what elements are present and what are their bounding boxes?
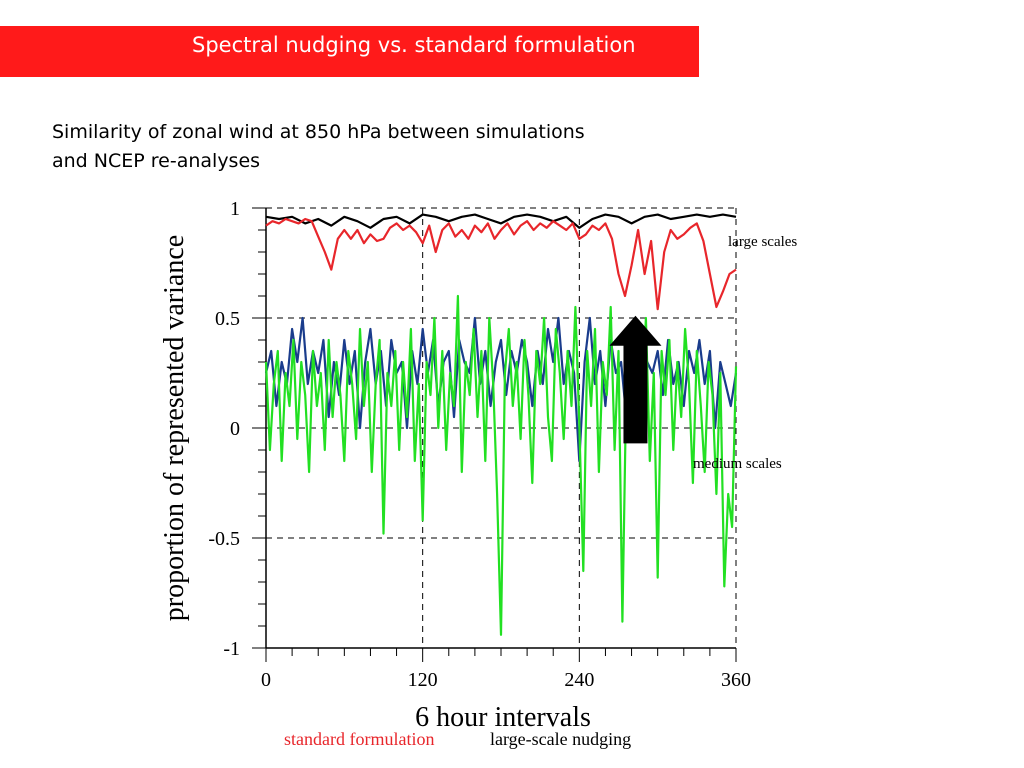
up-arrow-icon: [609, 315, 662, 444]
series-medium_nudged: [264, 316, 738, 463]
series-large_nudged: [265, 213, 737, 229]
subtitle-line-2: and NCEP re-analyses: [52, 150, 261, 172]
y-axis-label: proportion of represented variance: [159, 235, 190, 621]
y-tick-label: -0.5: [208, 528, 240, 550]
series-large_standard: [265, 217, 737, 311]
subtitle-line-1: Similarity of zonal wind at 850 hPa betw…: [52, 121, 585, 143]
legend-standard-formulation: standard formulation: [284, 729, 434, 749]
slide-title: Spectral nudging vs. standard formulatio…: [192, 33, 636, 57]
x-tick-label: 0: [261, 669, 271, 691]
y-tick-label: 1: [230, 198, 240, 220]
annotation-medium-scales: medium scales: [693, 456, 782, 472]
chart-text: 1 0.5 0 -0.5 -1 0 120 240 360 proportion of repre…: [159, 198, 797, 749]
y-tick-label: 0: [230, 418, 240, 440]
x-tick-label: 240: [564, 669, 594, 691]
y-tick-label: 0.5: [215, 308, 240, 330]
x-tick-label: 120: [408, 669, 438, 691]
y-tick-label: -1: [223, 638, 240, 660]
series-lines: [264, 213, 738, 636]
slide-subtitle: Similarity of zonal wind at 850 hPa betw…: [52, 118, 752, 176]
x-tick-label: 360: [721, 669, 751, 691]
x-axis-label: 6 hour intervals: [415, 702, 591, 733]
annotation-large-scales: large scales: [728, 234, 797, 250]
axes: [252, 207, 737, 662]
title-bar: [0, 26, 699, 77]
legend-large-scale-nudging: large-scale nudging: [490, 729, 631, 749]
arrow-annotation: [609, 315, 662, 444]
series-medium_standard: [264, 294, 738, 636]
